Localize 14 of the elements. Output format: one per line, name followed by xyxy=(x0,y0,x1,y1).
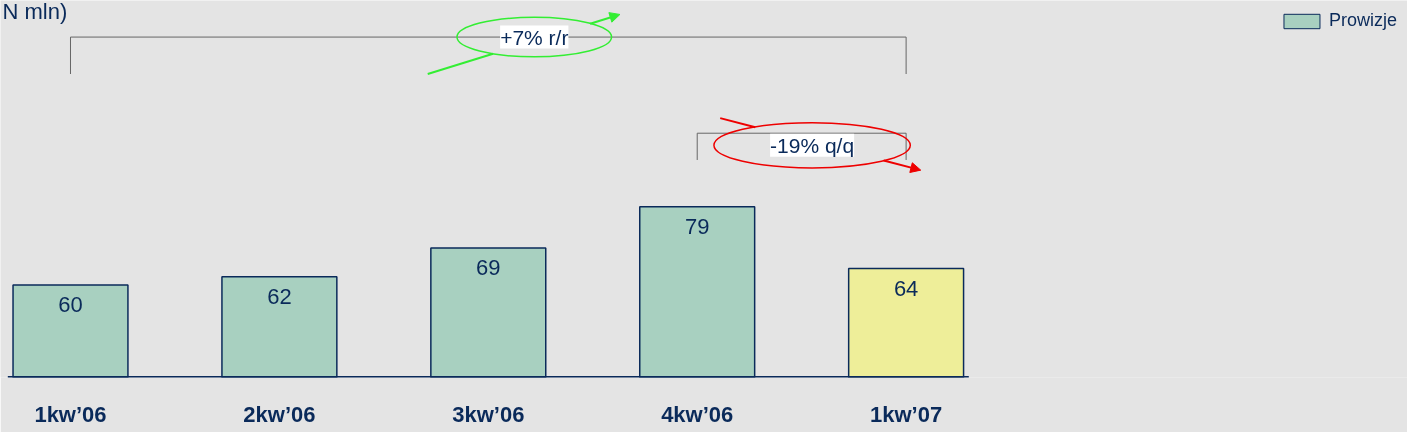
data-label: 79 xyxy=(684,213,710,239)
chart-title: N mln) xyxy=(2,0,68,24)
x-tick-label: 1kw’07 xyxy=(870,401,943,427)
data-label: 69 xyxy=(476,254,501,280)
x-tick-label: 2kw’06 xyxy=(243,401,316,427)
annotation: -19% q/q xyxy=(770,133,855,157)
x-tick-label: 3kw’06 xyxy=(452,401,525,427)
data-label: 62 xyxy=(267,283,292,309)
legend-label: Prowizje xyxy=(1328,10,1397,31)
data-label: 64 xyxy=(893,275,919,301)
x-tick-label: 4kw’06 xyxy=(661,401,734,427)
x-tick-label: 1kw’06 xyxy=(34,401,107,427)
annotation: +7% r/r xyxy=(500,25,569,49)
data-label: 60 xyxy=(58,292,83,318)
